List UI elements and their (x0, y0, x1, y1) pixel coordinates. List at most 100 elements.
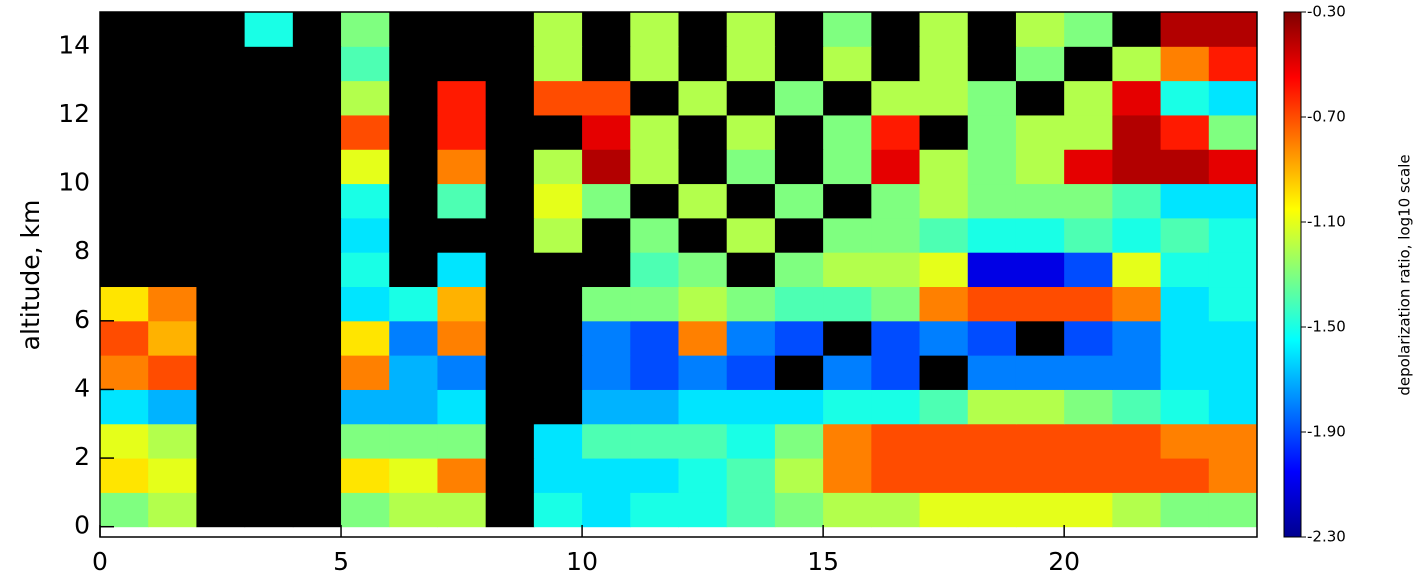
heatmap-cell (341, 252, 390, 288)
heatmap-cell (196, 12, 246, 47)
heatmap-cell (341, 183, 390, 219)
heatmap-cell (726, 183, 776, 219)
heatmap-cell (485, 114, 535, 150)
colorbar-tick-label: -0.30 (1307, 3, 1346, 21)
heatmap-cell (437, 458, 487, 493)
heatmap-cell (582, 183, 631, 219)
heatmap-cell (1015, 114, 1065, 150)
heatmap-cell (1015, 423, 1065, 459)
heatmap-cell (533, 286, 583, 322)
heatmap-cell (1160, 286, 1210, 322)
heatmap-cell (967, 423, 1017, 459)
heatmap-cell (630, 114, 679, 150)
heatmap-cell (292, 114, 342, 150)
heatmap-cell (1112, 114, 1162, 150)
heatmap-cell (919, 389, 969, 425)
heatmap-cell (871, 217, 921, 253)
heatmap-cell (148, 12, 197, 47)
heatmap-cell (1015, 320, 1065, 356)
heatmap-cell (100, 12, 149, 47)
heatmap-cell (823, 46, 872, 82)
heatmap-cell (630, 320, 679, 356)
heatmap-cell (582, 492, 631, 528)
heatmap-cell (292, 423, 342, 459)
x-tick-label: 15 (807, 547, 839, 576)
heatmap-cell (485, 183, 535, 219)
heatmap-cell (1064, 458, 1113, 493)
heatmap-cell (1208, 183, 1258, 219)
heatmap-cell (389, 183, 438, 219)
heatmap-cell (678, 320, 728, 356)
heatmap-cell (196, 458, 246, 493)
heatmap-cell (292, 46, 342, 82)
heatmap-cell (582, 389, 631, 425)
heatmap-cell (389, 458, 438, 493)
heatmap-cell (1160, 389, 1210, 425)
heatmap-cell (967, 114, 1017, 150)
heatmap-cell (823, 149, 872, 185)
heatmap-cell (1160, 183, 1210, 219)
heatmap-cell (244, 114, 294, 150)
heatmap-cell (1015, 46, 1065, 82)
heatmap-cell (292, 252, 342, 288)
heatmap-cell (437, 80, 487, 116)
heatmap-cell (630, 183, 679, 219)
y-axis-label: altitude, km (16, 200, 45, 351)
colorbar-label: depolarization ratio, log10 scale (1396, 154, 1414, 395)
heatmap-cell (1015, 80, 1065, 116)
heatmap-cell (726, 252, 776, 288)
heatmap-cell (1160, 46, 1210, 82)
heatmap-cell (244, 355, 294, 390)
heatmap-cell (437, 320, 487, 356)
heatmap-cell (100, 80, 149, 116)
heatmap-cell (1112, 183, 1162, 219)
x-tick-label: 0 (92, 547, 108, 576)
heatmap-cell (341, 46, 390, 82)
heatmap-cell (485, 12, 535, 47)
heatmap-cell (292, 12, 342, 47)
heatmap-cell (196, 149, 246, 185)
heatmap-cell (485, 389, 535, 425)
heatmap-cell (1112, 355, 1162, 390)
heatmap-cell (533, 183, 583, 219)
heatmap-cell (1112, 80, 1162, 116)
heatmap-cell (967, 355, 1017, 390)
heatmap-cell (726, 492, 776, 528)
heatmap-cell (630, 252, 679, 288)
heatmap-cell (823, 320, 872, 356)
heatmap-cell (582, 114, 631, 150)
heatmap-cell (485, 492, 535, 528)
y-tick-label: 4 (74, 373, 90, 402)
heatmap-cell (630, 12, 679, 47)
y-tick-label: 10 (58, 168, 90, 197)
heatmap-cell (1112, 286, 1162, 322)
heatmap-cell (678, 217, 728, 253)
heatmap-cell (630, 389, 679, 425)
heatmap-cell (823, 286, 872, 322)
heatmap-cell (1112, 389, 1162, 425)
heatmap-cell (823, 183, 872, 219)
heatmap-cell (292, 80, 342, 116)
heatmap-cell (823, 12, 872, 47)
heatmap-cell (774, 492, 824, 528)
heatmap-cell (533, 114, 583, 150)
heatmap-cell (533, 12, 583, 47)
heatmap-cell (485, 286, 535, 322)
heatmap-cell (630, 355, 679, 390)
heatmap-cell (1160, 320, 1210, 356)
heatmap-cell (1064, 492, 1113, 528)
heatmap-cell (967, 252, 1017, 288)
heatmap-cell (919, 183, 969, 219)
heatmap-cell (1160, 492, 1210, 528)
heatmap-cell (678, 389, 728, 425)
heatmap-cell (582, 46, 631, 82)
heatmap-cell (1015, 286, 1065, 322)
heatmap-cell (1112, 458, 1162, 493)
heatmap-cell (823, 80, 872, 116)
heatmap-cell (582, 458, 631, 493)
heatmap-cell (678, 183, 728, 219)
heatmap-cell (1064, 286, 1113, 322)
heatmap-cell (100, 423, 149, 459)
heatmap-cell (1015, 492, 1065, 528)
